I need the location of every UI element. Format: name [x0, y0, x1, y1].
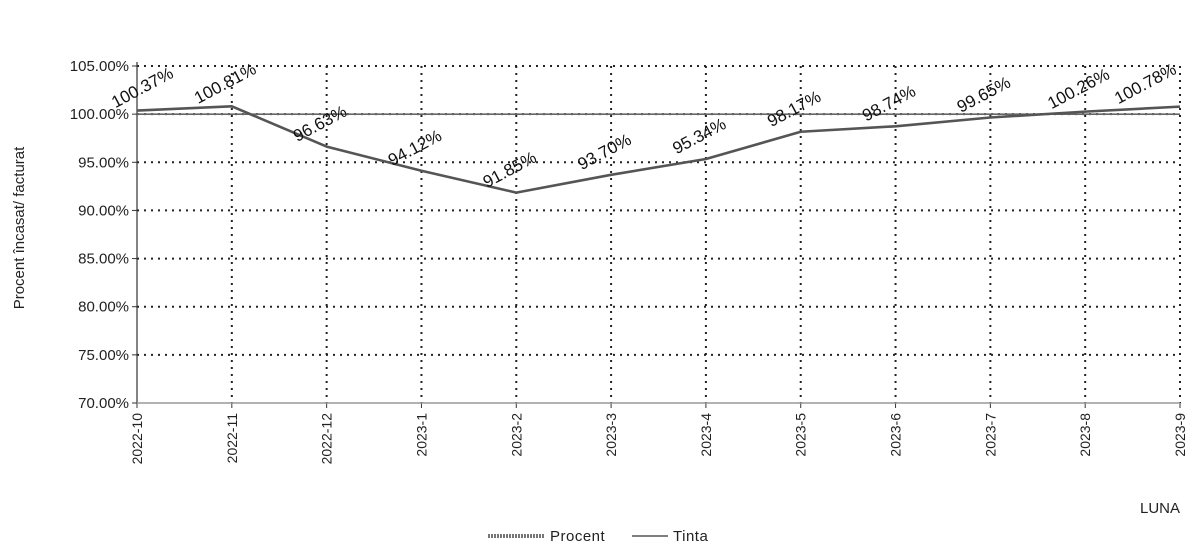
data-label: 98.74%: [859, 81, 919, 125]
x-tick-label: 2023-1: [413, 413, 429, 457]
x-axis-title: LUNA: [1140, 500, 1180, 517]
x-axis-ticks: 2022-10 2022-11 2022-12 2023-1 2023-2 2023-3 2…: [129, 413, 1188, 465]
y-tick-label: 80.00%: [78, 299, 129, 316]
x-tick-label: 2023-4: [698, 413, 714, 457]
x-tick-label: 2023-7: [982, 413, 998, 457]
y-axis-ticks: 70.00% 75.00% 80.00% 85.00% 90.00% 95.00% 100.…: [70, 58, 129, 412]
x-tick-label: 2023-3: [603, 413, 619, 457]
x-tick-label: 2023-8: [1077, 413, 1093, 457]
y-tick-label: 85.00%: [78, 251, 129, 268]
legend: Procent Tinta: [488, 528, 708, 544]
data-labels: 100.37% 100.81%96.63%94.12% 91.85% 93.70% 95…: [108, 59, 1179, 191]
series-line-procent: [136, 105, 1181, 194]
legend-label-tinta: Tinta: [673, 528, 708, 544]
x-tick-label: 2023-5: [793, 413, 809, 457]
y-tick-label: 90.00%: [78, 202, 129, 219]
data-label: 100.26%: [1045, 65, 1113, 113]
series: [136, 105, 1181, 194]
x-tick-label: 2023-2: [508, 413, 524, 457]
data-label: 98.17%: [764, 87, 824, 131]
x-tick-label: 2023-6: [888, 413, 904, 457]
y-tick-label: 70.00%: [78, 395, 129, 412]
data-label: 93.70%: [575, 130, 635, 174]
y-tick-label: 105.00%: [70, 58, 129, 75]
x-tick-label: 2022-10: [129, 413, 145, 465]
x-tick-label: 2023-9: [1172, 413, 1188, 457]
data-label: 94.12%: [385, 126, 445, 170]
data-label: 91.85%: [480, 148, 540, 192]
data-label: 99.65%: [954, 73, 1014, 117]
y-tick-label: 100.00%: [70, 106, 129, 123]
data-label: 95.34%: [669, 114, 729, 158]
axes: [132, 62, 1181, 408]
data-label: 96.63%: [290, 102, 350, 146]
legend-label-procent: Procent: [550, 528, 606, 544]
y-tick-label: 95.00%: [78, 154, 129, 171]
x-tick-label: 2022-11: [224, 413, 240, 464]
x-tick-label: 2022-12: [319, 413, 335, 465]
y-axis-title: Procent încasat/ facturat: [11, 146, 28, 309]
y-tick-label: 75.00%: [78, 347, 129, 364]
